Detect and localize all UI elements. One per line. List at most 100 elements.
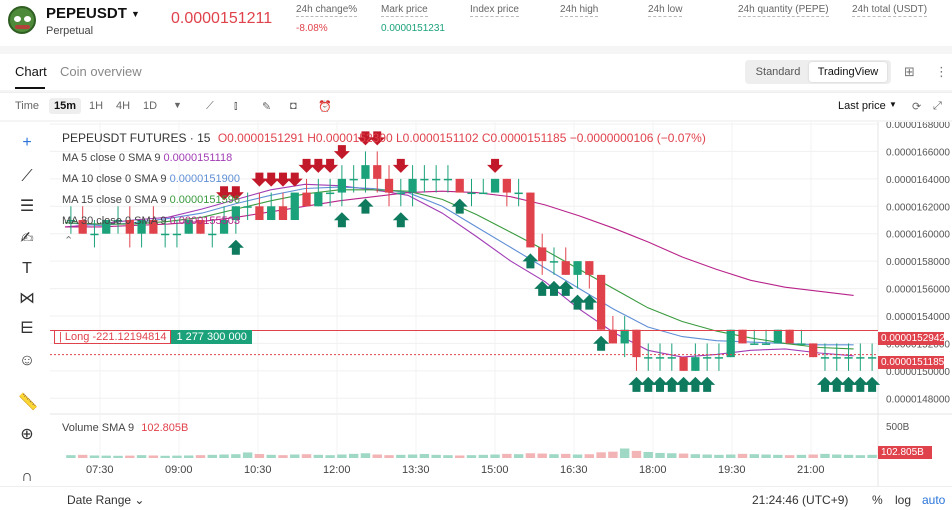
buy-signal-arrow — [628, 376, 645, 392]
refresh-icon[interactable]: ⟳ — [912, 101, 922, 113]
candlestick-chart[interactable]: 0.0000168000 0.0000166000 0.0000164000 0.00… — [50, 122, 952, 486]
volume-bar — [832, 454, 842, 458]
buy-signal-arrow — [640, 376, 657, 392]
date-range-button[interactable]: Date Range ⌄ — [67, 493, 145, 507]
volume-bar — [502, 453, 512, 458]
zoom-in-icon[interactable]: ⊕ — [20, 426, 34, 443]
volume-bar — [843, 454, 854, 458]
interval-15m[interactable]: 15m — [49, 98, 82, 114]
price-axis-tick: 0.0000168000 — [886, 122, 950, 131]
candle-type-icon[interactable]: ⫾ — [234, 100, 238, 112]
time-axis-tick: 19:30 — [718, 464, 746, 476]
stat-label-index: Index price — [470, 4, 519, 17]
price-source-dropdown-icon[interactable]: ▼ — [889, 100, 897, 109]
tab-active-indicator — [15, 87, 45, 89]
candle-body — [125, 220, 134, 234]
candle-body — [161, 233, 170, 236]
volume-bar — [419, 454, 430, 458]
trend-line-icon[interactable]: ⟋ — [21, 168, 33, 185]
volume-bar — [396, 454, 406, 458]
volume-bar — [678, 453, 689, 458]
last-price-select[interactable]: Last price — [838, 100, 886, 112]
buy-signal-arrow — [675, 376, 692, 392]
symbol-dropdown-icon[interactable]: ▼ — [131, 9, 140, 19]
volume-bar — [643, 451, 653, 458]
price-axis-tick: 0.0000166000 — [886, 147, 950, 158]
ruler-icon[interactable]: 📏 — [18, 394, 38, 411]
interval-4h[interactable]: 4H — [116, 100, 131, 112]
volume-bar — [431, 454, 441, 458]
buy-signal-arrow — [593, 335, 610, 351]
candle-body — [797, 343, 806, 345]
tradingview-view-button[interactable]: TradingView — [809, 62, 887, 82]
legend-collapse-icon[interactable]: ⌃ — [64, 235, 74, 247]
candle-body — [408, 178, 417, 193]
candle-body — [325, 192, 335, 195]
indicators-icon[interactable]: ⟋ — [206, 100, 214, 112]
text-tool-icon[interactable]: T — [22, 260, 32, 277]
sell-signal-arrow — [392, 158, 409, 173]
buy-signal-arrow — [816, 376, 833, 392]
candle-body — [231, 206, 240, 220]
candle-body — [596, 274, 606, 330]
time-axis-tick: 21:00 — [797, 464, 825, 476]
candle-body — [490, 178, 500, 193]
time-axis-tick: 07:30 — [86, 464, 114, 476]
magnet-icon[interactable]: ∩ — [21, 468, 33, 485]
more-menu-icon[interactable]: ⋮ — [935, 64, 948, 79]
tab-chart[interactable]: Chart — [15, 64, 47, 79]
volume-bar — [619, 448, 630, 458]
pattern-tool-icon[interactable]: ⋈ — [19, 290, 35, 307]
candle-body — [655, 357, 665, 359]
interval-1h[interactable]: 1H — [89, 100, 104, 112]
symbol-title[interactable]: PEPEUSDT — [46, 5, 127, 22]
log-toggle[interactable]: log — [895, 493, 912, 507]
standard-view-button[interactable]: Standard — [755, 66, 801, 78]
brush-icon[interactable]: ✍ — [20, 230, 34, 247]
chart-area[interactable]: 0.0000168000 0.0000166000 0.0000164000 0.00… — [50, 122, 952, 510]
volume-axis-tick: 500B — [886, 422, 910, 433]
fullscreen-icon[interactable]: ⤢ — [933, 100, 942, 112]
ma-line-ma10 — [64, 186, 854, 346]
stat-label-mark: Mark price — [381, 4, 428, 17]
interval-1d[interactable]: 1D — [143, 100, 158, 112]
buy-signal-arrow — [451, 198, 468, 214]
volume-bar — [407, 454, 418, 458]
volume-bar — [290, 454, 300, 458]
volume-bar — [113, 455, 123, 458]
candle-body — [219, 220, 229, 234]
emoji-icon[interactable]: ☺ — [18, 352, 36, 369]
draw-pencil-icon[interactable]: ✎ — [262, 101, 272, 113]
candle-body — [809, 343, 818, 358]
interval-dropdown-icon[interactable]: ▼ — [173, 100, 182, 110]
last-price-tag: 0.0000151185 — [878, 356, 944, 369]
volume-bar — [384, 455, 394, 458]
volume-bar — [478, 454, 488, 458]
measure-tool-icon[interactable]: ⋿ — [20, 320, 34, 337]
percent-toggle[interactable]: % — [872, 493, 883, 507]
screenshot-camera-icon[interactable]: ◘ — [290, 100, 297, 112]
tab-coin-overview[interactable]: Coin overview — [60, 64, 142, 79]
bottom-bar: Date Range ⌄ 21:24:46 (UTC+9) % log auto — [0, 486, 952, 510]
clock-display: 21:24:46 (UTC+9) — [752, 493, 849, 507]
candle-body — [820, 357, 830, 359]
layout-grid-icon[interactable]: ⊞ — [904, 64, 915, 79]
auto-toggle[interactable]: auto — [922, 493, 946, 507]
volume-bar — [773, 454, 783, 458]
horizontal-lines-icon[interactable]: ☰ — [19, 198, 35, 215]
buy-signal-arrow — [569, 294, 586, 310]
candle-body — [785, 329, 794, 344]
position-side: | Long -221.12194814 — [54, 330, 172, 344]
volume-bar — [278, 455, 288, 458]
candle-body — [561, 261, 570, 275]
buy-signal-arrow — [663, 376, 680, 392]
position-label[interactable]: | Long -221.12194814 1 277 300 000 — [54, 330, 252, 344]
candle-body — [549, 261, 559, 263]
volume-bar — [125, 455, 135, 458]
candle-body — [502, 178, 511, 193]
candle-body — [608, 329, 618, 344]
volume-bar — [313, 454, 324, 458]
alarm-clock-icon[interactable]: ⏰ — [318, 101, 332, 113]
candle-body — [443, 178, 453, 181]
crosshair-icon[interactable]: + — [22, 134, 32, 151]
